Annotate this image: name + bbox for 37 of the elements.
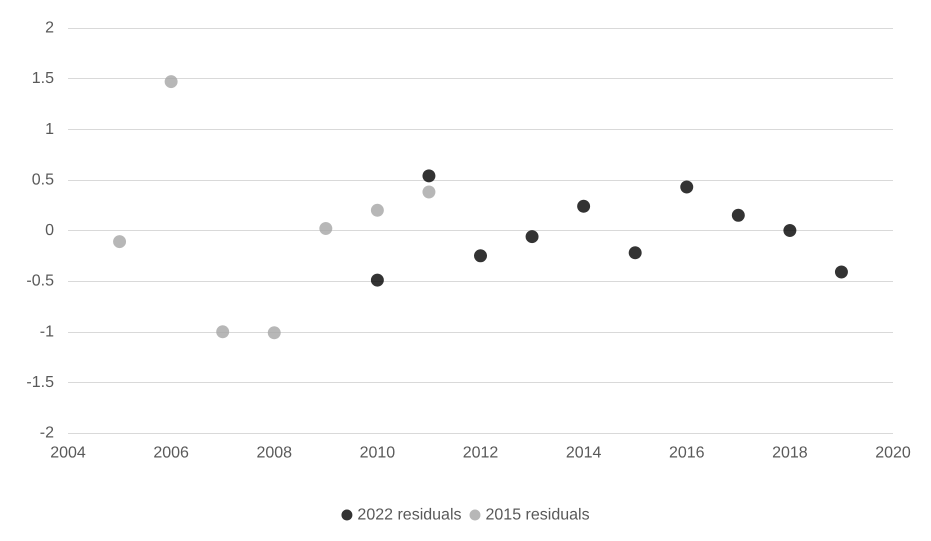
point [216,325,230,338]
y-tick-label: 0.5 [32,171,54,188]
point [422,169,436,182]
y-tick-label: 1 [45,120,54,138]
point [113,235,126,248]
point [370,204,384,217]
x-tick-label: 2020 [875,444,911,462]
y-tick-label: -1 [40,323,54,340]
y-tick-label: 2 [45,20,54,36]
x-tick-label: 2008 [256,444,292,462]
x-tick-label: 2006 [153,444,190,462]
legend-label: 2015 residuals [486,506,590,524]
y-tick-label: -2 [40,424,54,442]
point [164,75,178,88]
point [732,208,745,222]
x-tick-label: 2010 [360,444,396,462]
point [474,249,487,262]
y-tick-label: 0 [45,222,54,239]
legend-label: 2022 residuals [357,506,462,524]
x-tick-label: 2018 [772,444,808,462]
point [319,222,332,235]
point [783,224,796,237]
x-tick-label: 2004 [50,444,86,462]
point [268,326,281,340]
point [370,274,384,287]
x-tick-label: 2012 [462,444,498,462]
point [577,200,590,213]
x-tick-label: 2014 [566,444,602,462]
point [834,266,848,279]
y-tick-label: -0.5 [26,272,54,290]
y-tick-label: 1.5 [32,70,54,88]
y-tick-label: -1.5 [26,374,54,391]
point [526,230,539,244]
x-tick-label: 2016 [668,444,705,462]
point [628,246,642,260]
point [680,180,694,194]
point [422,186,436,199]
